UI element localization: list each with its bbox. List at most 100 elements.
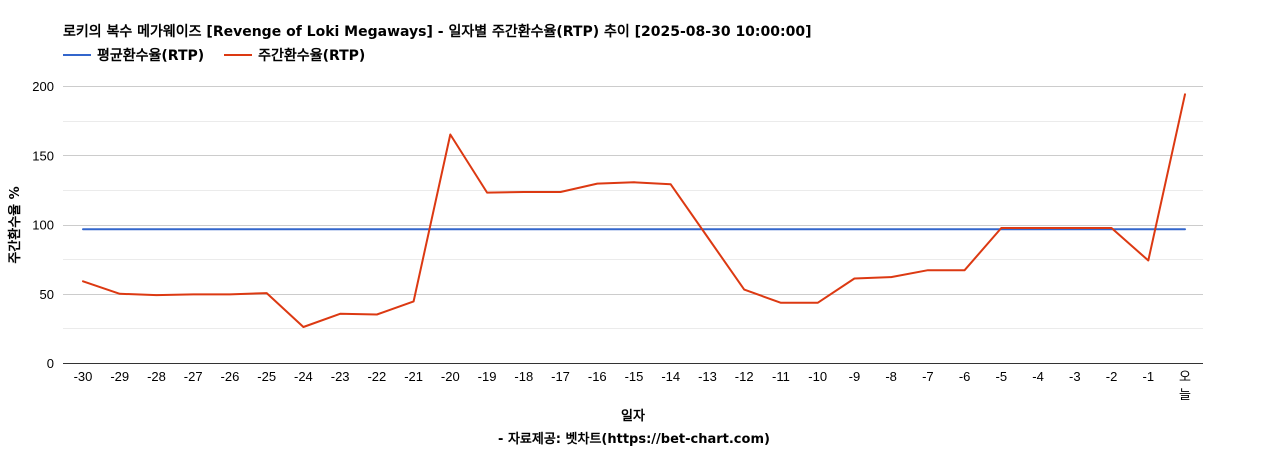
x-tick-label: -21 [404, 369, 423, 384]
data-point[interactable] [189, 225, 197, 233]
data-point[interactable] [189, 290, 197, 298]
data-point[interactable] [263, 225, 271, 233]
x-tick-label: -17 [551, 369, 570, 384]
x-tick-label: -2 [1106, 369, 1118, 384]
x-tick-label: -7 [922, 369, 934, 384]
data-point[interactable] [1144, 225, 1152, 233]
data-point[interactable] [557, 188, 565, 196]
data-point[interactable] [79, 225, 87, 233]
data-point[interactable] [1034, 224, 1042, 232]
data-point[interactable] [1181, 90, 1189, 98]
data-point[interactable] [446, 225, 454, 233]
data-point[interactable] [997, 224, 1005, 232]
data-point[interactable] [1108, 224, 1116, 232]
data-point[interactable] [263, 289, 271, 297]
data-point[interactable] [961, 225, 969, 233]
data-point[interactable] [850, 275, 858, 283]
data-point[interactable] [777, 299, 785, 307]
data-point[interactable] [887, 225, 895, 233]
data-point[interactable] [226, 225, 234, 233]
x-tick-label: -16 [588, 369, 607, 384]
data-point[interactable] [630, 225, 638, 233]
data-point[interactable] [299, 323, 307, 331]
data-point[interactable] [740, 225, 748, 233]
x-tick-label: -12 [735, 369, 754, 384]
x-tick-label: -20 [441, 369, 460, 384]
data-point[interactable] [924, 266, 932, 274]
x-tick-label: -6 [959, 369, 971, 384]
data-point[interactable] [667, 180, 675, 188]
data-point[interactable] [703, 233, 711, 241]
data-point[interactable] [336, 310, 344, 318]
data-point[interactable] [1071, 224, 1079, 232]
data-point[interactable] [593, 180, 601, 188]
chart-title: 로키의 복수 메가웨이즈 [Revenge of Loki Megaways] … [63, 24, 812, 40]
x-tick-label: -4 [1032, 369, 1044, 384]
data-point[interactable] [850, 225, 858, 233]
data-point[interactable] [630, 178, 638, 186]
data-point[interactable] [593, 225, 601, 233]
x-tick-label: -19 [478, 369, 497, 384]
data-point[interactable] [116, 290, 124, 298]
data-point[interactable] [483, 225, 491, 233]
data-point[interactable] [336, 225, 344, 233]
data-point[interactable] [1181, 225, 1189, 233]
legend-item-average[interactable]: 평균환수율(RTP) [63, 45, 204, 65]
data-point[interactable] [373, 311, 381, 319]
x-tick-label: -22 [367, 369, 386, 384]
legend-label-weekly: 주간환수율(RTP) [258, 48, 366, 64]
data-point[interactable] [814, 299, 822, 307]
source-credit: - 자료제공: 벳차트(https://bet-chart.com) [498, 432, 770, 447]
data-point[interactable] [520, 188, 528, 196]
x-tick-label: -3 [1069, 369, 1081, 384]
gridlines [63, 86, 1203, 329]
data-point[interactable] [814, 225, 822, 233]
x-tick-label: -18 [514, 369, 533, 384]
x-tick-label: -30 [74, 369, 93, 384]
y-tick-label: 0 [47, 356, 54, 371]
y-tick-label: 200 [32, 79, 54, 94]
series-lines [79, 90, 1189, 331]
x-tick-label: -9 [849, 369, 861, 384]
x-tick-label: -28 [147, 369, 166, 384]
data-point[interactable] [777, 225, 785, 233]
x-tick-label: -5 [996, 369, 1008, 384]
x-tick-label: -10 [808, 369, 827, 384]
x-tick-label: -14 [661, 369, 680, 384]
data-point[interactable] [483, 189, 491, 197]
data-point[interactable] [557, 225, 565, 233]
y-axis-ticks: 0 50 100 150 200 [32, 79, 54, 371]
data-point[interactable] [299, 225, 307, 233]
data-point[interactable] [740, 286, 748, 294]
x-tick-label: -23 [331, 369, 350, 384]
y-tick-label: 150 [32, 148, 54, 163]
data-point[interactable] [446, 130, 454, 138]
data-point[interactable] [1144, 257, 1152, 265]
data-point[interactable] [152, 291, 160, 299]
x-tick-label: -24 [294, 369, 313, 384]
data-point[interactable] [226, 290, 234, 298]
series-line-weekly[interactable] [82, 93, 1186, 328]
x-axis-title: 일자 [621, 409, 645, 424]
data-point[interactable] [152, 225, 160, 233]
x-tick-label: -11 [772, 369, 790, 384]
data-point[interactable] [961, 266, 969, 274]
data-point[interactable] [887, 273, 895, 281]
x-axis-ticks: -30 -29 -28 -27 -26 -25 -24 -23 -22 -21 -20 -19 -18 -… [74, 369, 1191, 402]
x-tick-label: -27 [184, 369, 203, 384]
data-point[interactable] [667, 225, 675, 233]
data-point[interactable] [116, 225, 124, 233]
data-point[interactable] [924, 225, 932, 233]
legend-label-average: 평균환수율(RTP) [97, 48, 205, 64]
legend-swatch-average [63, 54, 91, 56]
data-point[interactable] [520, 225, 528, 233]
data-point[interactable] [410, 297, 418, 305]
data-point[interactable] [79, 277, 87, 285]
x-tick-label: -13 [698, 369, 717, 384]
legend-item-weekly[interactable]: 주간환수율(RTP) [224, 45, 365, 65]
data-point[interactable] [410, 225, 418, 233]
data-point[interactable] [373, 225, 381, 233]
x-tick-label: -29 [110, 369, 129, 384]
